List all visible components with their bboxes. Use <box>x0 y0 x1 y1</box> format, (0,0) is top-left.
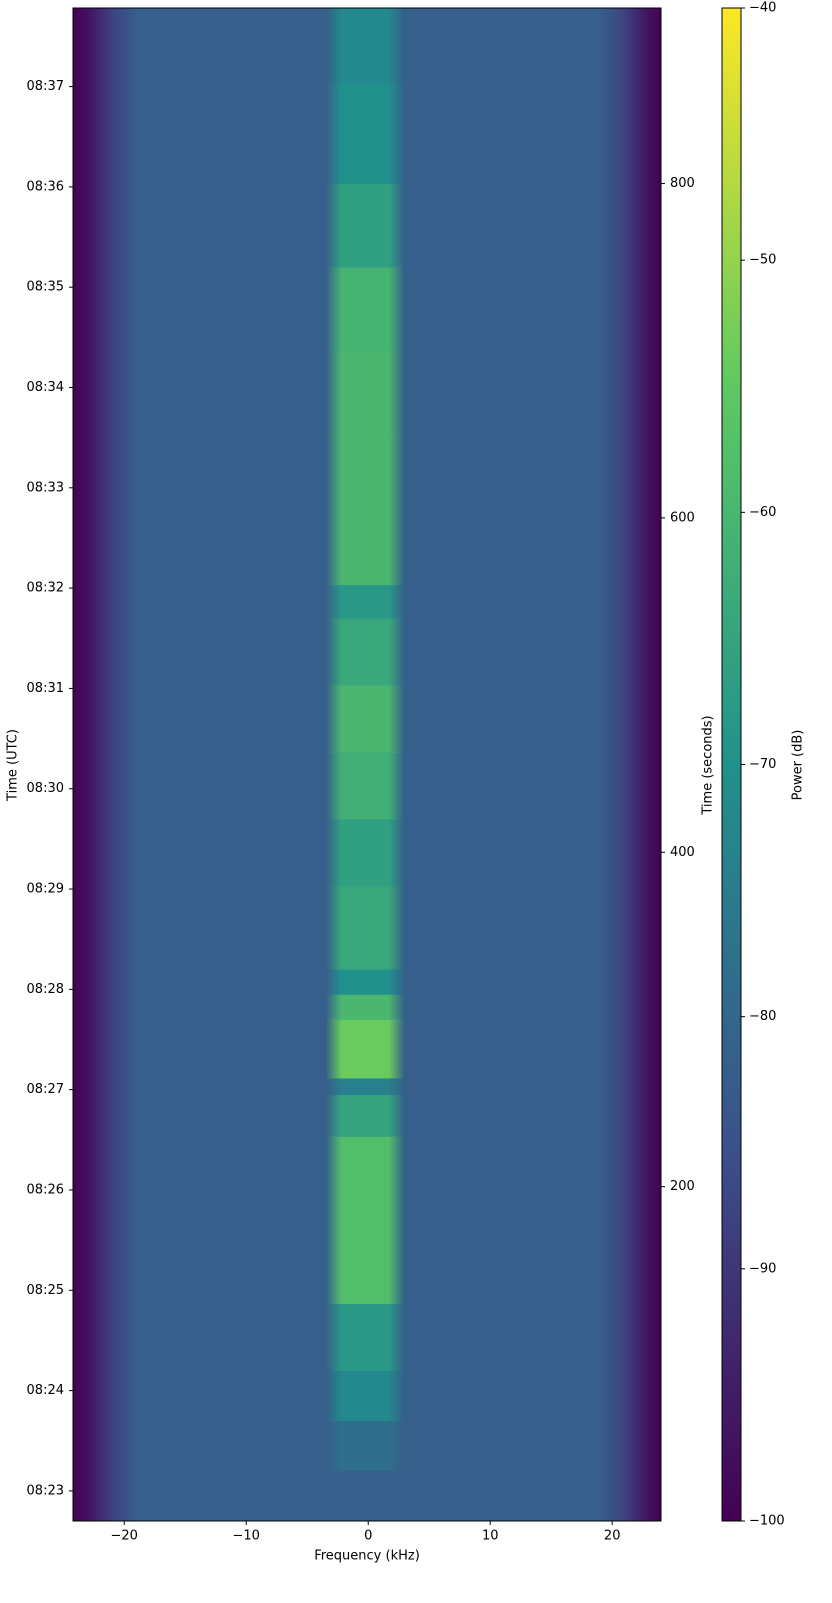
signal-segment <box>325 1370 405 1422</box>
y-axis-label: Time (UTC) <box>6 729 21 802</box>
y2-axis-label: Time (seconds) <box>701 715 716 815</box>
colorbar-tick-label: −50 <box>749 253 776 268</box>
y-tick-label: 08:23 <box>27 1483 64 1498</box>
noise-floor <box>73 8 89 1521</box>
signal-segment <box>325 969 405 995</box>
signal-segment <box>325 1094 405 1137</box>
colorbar-tick-label: −60 <box>749 505 776 520</box>
y-tick-label: 08:25 <box>27 1283 64 1298</box>
plot-frame <box>72 7 662 1522</box>
y-tick-label: 08:36 <box>27 179 64 194</box>
colorbar-label: Power (dB) <box>791 730 806 801</box>
y-tick-label: 08:29 <box>27 882 64 897</box>
x-tick-label: 20 <box>604 1529 621 1544</box>
x-tick-label: −10 <box>233 1529 260 1544</box>
x-tick-label: 0 <box>364 1529 372 1544</box>
signal-segment <box>325 183 405 268</box>
y-tick-label: 08:27 <box>27 1082 64 1097</box>
signal-segment <box>325 885 405 970</box>
y-tick-label: 08:33 <box>27 480 64 495</box>
noise-floor <box>87 8 113 1521</box>
x-axis-label: Frequency (kHz) <box>314 1549 420 1564</box>
colorbar-tick-label: −80 <box>749 1009 776 1024</box>
signal-segment <box>325 584 405 619</box>
y-tick-label: 08:32 <box>27 581 64 596</box>
signal-segment <box>325 818 405 887</box>
signal-segment <box>325 618 405 686</box>
noise-floor <box>624 8 650 1521</box>
signal-segment <box>325 83 405 185</box>
colorbar-tick-label: −90 <box>749 1261 776 1276</box>
signal-segment <box>325 350 405 435</box>
noise-floor <box>648 8 662 1521</box>
signal-segment <box>325 8 405 84</box>
y2-tick-label: 400 <box>670 845 695 860</box>
y-tick-label: 08:28 <box>27 982 64 997</box>
x-tick-label: 10 <box>482 1529 499 1544</box>
signal-segment <box>325 1077 405 1096</box>
colorbar-tick-label: −100 <box>749 1514 785 1529</box>
noise-floor <box>112 8 137 1521</box>
y2-tick-label: 800 <box>670 176 695 191</box>
y-tick-label: 08:24 <box>27 1383 64 1398</box>
y-tick-label: 08:31 <box>27 681 64 696</box>
signal-segment <box>325 751 405 820</box>
plot-area <box>73 8 662 1521</box>
y2-tick-label: 200 <box>670 1179 695 1194</box>
signal-segment <box>325 1420 405 1472</box>
noise-floor <box>600 8 625 1521</box>
y2-tick-label: 600 <box>670 510 695 525</box>
signal-segment <box>325 685 405 753</box>
colorbar-tick-label: −70 <box>749 757 776 772</box>
signal-segment <box>325 267 405 352</box>
y-tick-label: 08:37 <box>27 79 64 94</box>
y-tick-label: 08:35 <box>27 280 64 295</box>
y-tick-label: 08:30 <box>27 781 64 796</box>
colorbar <box>721 7 742 1522</box>
y-tick-label: 08:34 <box>27 380 64 395</box>
colorbar-tick-label: −40 <box>749 1 776 16</box>
signal-segment <box>325 1019 405 1079</box>
x-tick-label: −20 <box>111 1529 138 1544</box>
signal-segment <box>325 1136 405 1305</box>
y-tick-label: 08:26 <box>27 1182 64 1197</box>
signal-segment <box>325 434 405 586</box>
signal-segment <box>325 1303 405 1372</box>
signal-segment <box>325 994 405 1020</box>
